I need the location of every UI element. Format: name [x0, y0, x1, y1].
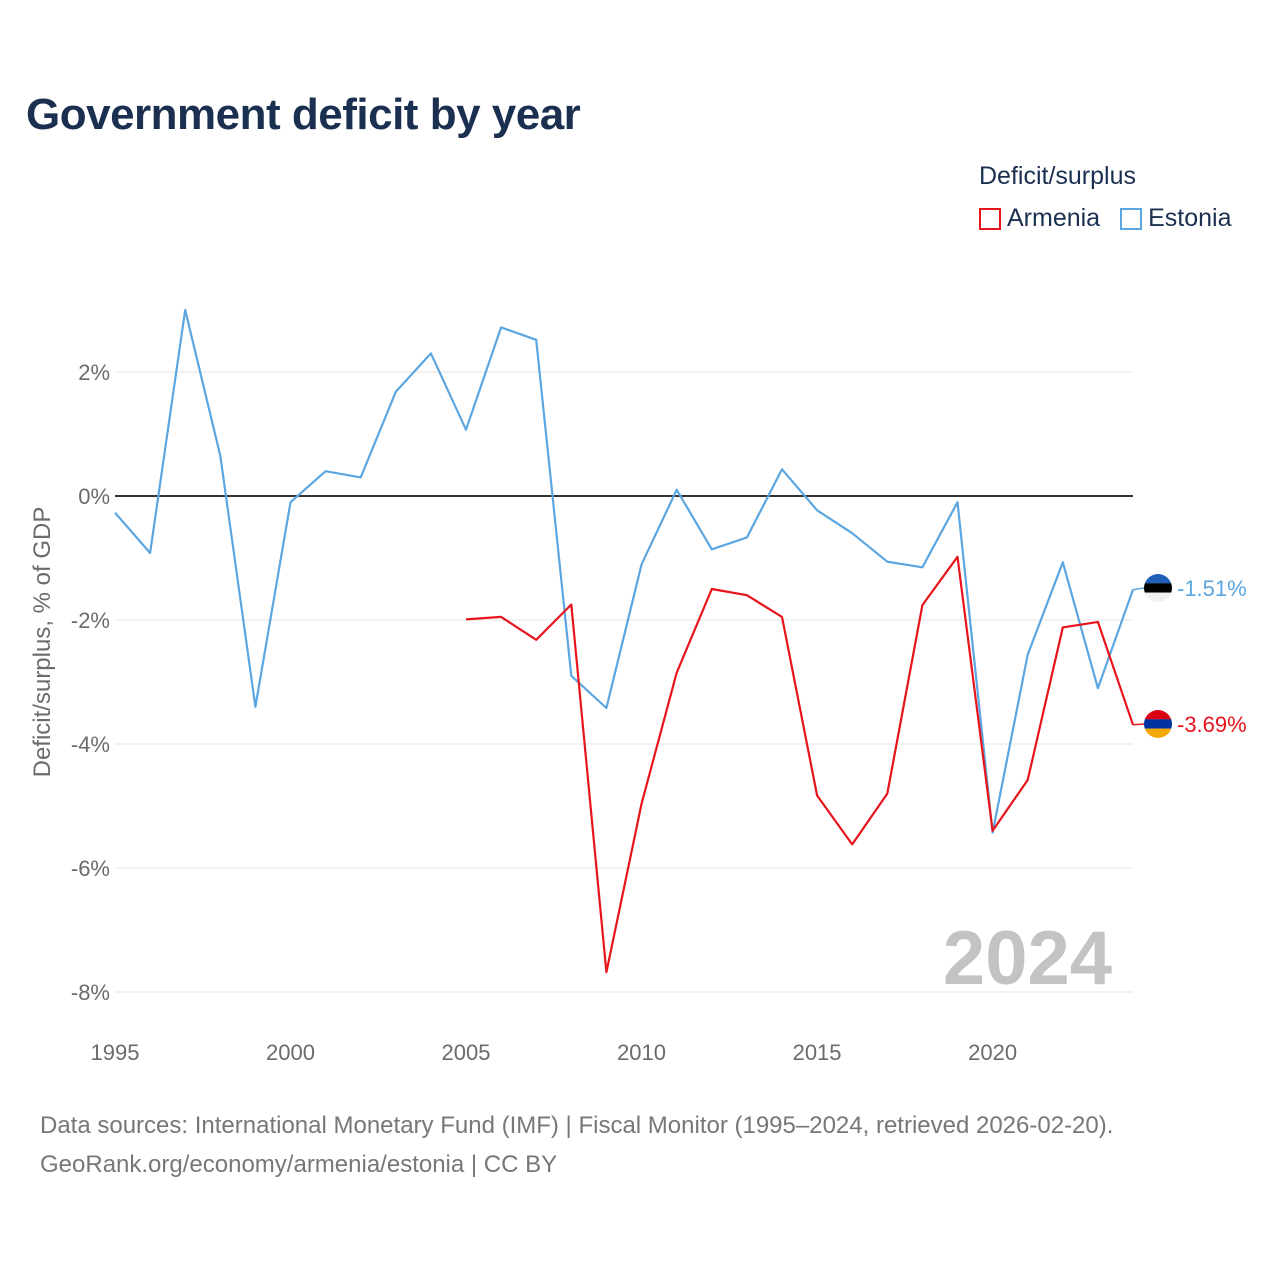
- end-label-armenia: -3.69%: [1177, 712, 1247, 737]
- legend-item-estonia[interactable]: Estonia: [1120, 204, 1231, 233]
- y-tick-label: -2%: [71, 608, 110, 633]
- end-connector-armenia: [1132, 723, 1145, 726]
- year-watermark: 2024: [943, 916, 1112, 1001]
- legend-label-estonia: Estonia: [1148, 204, 1232, 232]
- end-connector-estonia: [1132, 587, 1145, 591]
- legend-swatch-estonia: [1120, 207, 1143, 230]
- x-tick-label: 2000: [266, 1040, 315, 1065]
- armenia-flag-icon: [1144, 710, 1172, 738]
- series-line-armenia[interactable]: [465, 555, 1135, 974]
- x-tick-label: 1995: [91, 1040, 140, 1065]
- x-tick-label: 2020: [968, 1040, 1017, 1065]
- series-line-estonia[interactable]: [114, 308, 1135, 834]
- y-tick-label: 2%: [78, 360, 110, 385]
- footer: Data sources: International Monetary Fun…: [40, 1106, 1113, 1184]
- estonia-flag-icon: [1144, 574, 1172, 602]
- y-tick-label: -8%: [71, 980, 110, 1005]
- y-tick-label: 0%: [78, 484, 110, 509]
- legend-label-armenia: Armenia: [1007, 204, 1101, 232]
- legend: Armenia Estonia: [979, 204, 1231, 233]
- x-tick-label: 2005: [442, 1040, 491, 1065]
- x-tick-label: 2010: [617, 1040, 666, 1065]
- footer-link[interactable]: GeoRank.org/economy/armenia/estonia | CC…: [40, 1151, 558, 1178]
- x-tick-label: 2015: [793, 1040, 842, 1065]
- legend-title: Deficit/surplus: [979, 162, 1136, 190]
- y-tick-label: -6%: [71, 856, 110, 881]
- legend-swatch-armenia: [979, 207, 1001, 230]
- legend-item-armenia[interactable]: Armenia: [979, 204, 1100, 233]
- chart-title: Government deficit by year: [26, 90, 581, 139]
- end-label-estonia: -1.51%: [1177, 576, 1247, 601]
- y-tick-label: -4%: [71, 732, 110, 757]
- y-axis-label: Deficit/surplus, % of GDP: [29, 507, 56, 778]
- footer-source: Data sources: International Monetary Fun…: [40, 1112, 1114, 1139]
